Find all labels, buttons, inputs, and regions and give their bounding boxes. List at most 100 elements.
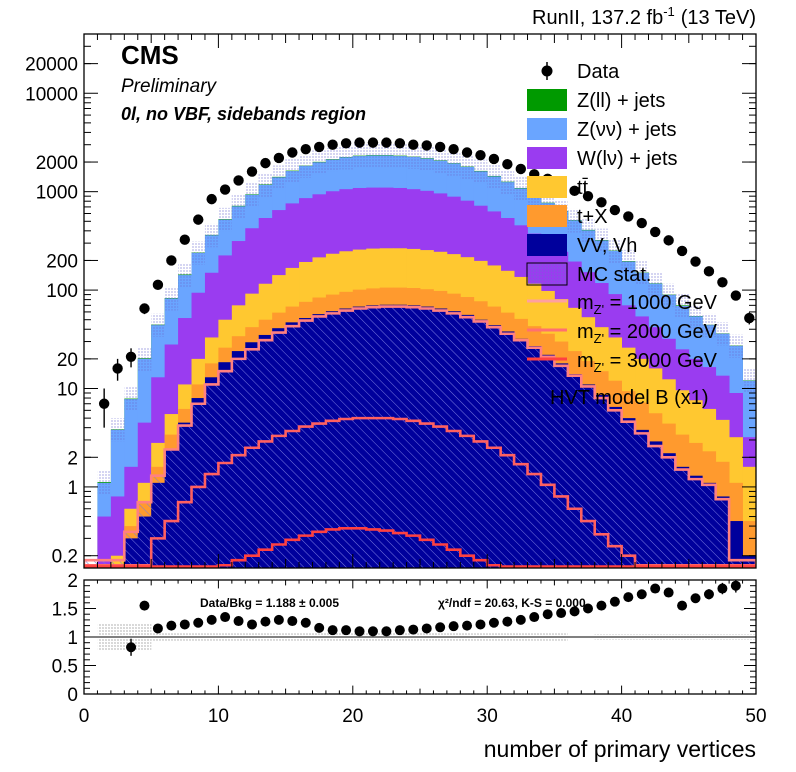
bar-vv-bin-48 [729,521,743,568]
ratio-point-11 [273,614,284,625]
legend-tx-label: t+X [577,206,608,228]
data-point-38 [609,204,621,216]
data-point-45 [703,266,715,277]
y-tick-label-8: 2000 [36,153,78,174]
ratio-point-2 [152,623,163,634]
legend-tx-swatch [527,205,567,227]
mcstat-bin-3 [124,387,138,411]
signal-1000-fill [84,306,756,568]
mcstat-bin-14 [272,165,286,190]
ratio-point-1 [139,600,150,611]
legend-zll-swatch [527,89,567,111]
ratio-point-43 [703,589,714,600]
mcstat-bin-24 [406,145,420,169]
mcstat-bin-15 [285,159,300,183]
data-point-27 [461,147,473,158]
x-tick-label-3: 30 [477,706,498,727]
data-point-14 [287,147,298,158]
ratio-point-7 [220,612,231,623]
data-point-31 [515,163,526,175]
mcstat-bin-11 [231,194,246,219]
ratio-y-tick-label-0: 0 [67,685,78,706]
data-point-9 [219,184,231,195]
bar-wlnu-bin-1 [97,516,112,568]
mcstat-bin-32 [514,176,528,201]
mcstat-bin-26 [433,149,447,173]
data-point-23 [408,139,419,150]
data-point-30 [502,159,513,170]
y-tick-label-4: 20 [57,350,78,371]
y-tick-label-3: 10 [57,379,78,400]
x-axis-label: number of primary vertices [484,736,756,762]
data-point-47 [730,290,742,301]
mcstat-bin-19 [339,145,353,170]
data-point-26 [448,144,459,155]
mcstat-bin-6 [164,286,179,311]
mcstat-bin-46 [702,313,716,338]
ratio-point-27 [488,617,499,628]
legend-model-label: HVT model B (x1) [550,387,709,409]
mcstat-bin-45 [688,304,703,329]
mcstat-bin-41 [635,261,649,285]
ratio-point-3 [166,620,177,631]
preliminary-label: Preliminary [121,76,218,97]
signal-line-sig3 [84,526,756,568]
data-point-37 [596,197,607,208]
legend-mcstat-label: MC stat. [577,264,651,286]
mcstat-bin-5 [151,313,165,337]
ratio-point-4 [179,619,190,630]
mcstat-bin-40 [621,249,636,274]
data-point-19 [354,137,365,148]
ratio-annotation-right: χ²/ndf = 20.63, K-S = 0.000 [438,596,586,610]
legend-mcstat-swatch [526,262,568,286]
cms-label: CMS [121,40,179,70]
ratio-y-tick-label-1: 0.5 [52,657,78,678]
legend-znn-swatch [527,118,567,140]
mcstat-bin-1 [97,470,111,495]
ratio-point-42 [690,593,701,604]
ratio-point-10 [260,616,271,627]
ratio-point-0 [126,642,137,653]
data-point-28 [475,149,486,161]
ratio-point-13 [300,617,311,628]
data-point-36 [582,190,594,202]
ratio-point-5 [193,617,204,628]
ratio-point-36 [609,596,620,607]
mcstat-bin-48 [729,334,743,358]
ratio-point-34 [583,603,593,614]
legend-wlnu-swatch [527,147,567,169]
ratio-point-8 [233,616,244,627]
mcstat-bin-4 [137,347,152,371]
mcstat-bin-23 [393,144,407,168]
mcstat-bin-47 [715,322,730,346]
y-tick-label-9: 10000 [25,84,78,105]
ratio-point-41 [677,600,688,611]
data-point-0 [98,398,110,409]
ratio-point-9 [247,619,257,630]
ratio-point-35 [596,600,607,611]
ratio-points-layer [126,580,741,656]
ratio-y-tick-label-2: 1 [67,628,78,649]
legend-ttbar-swatch [527,176,567,198]
signal-layer [84,305,756,568]
ratio-y-tick-label-3: 1.5 [52,600,78,621]
data-point-41 [650,226,661,238]
legend-vv-label: VV, Vh [577,235,637,257]
ratio-point-38 [636,589,647,600]
mcstat-bin-29 [473,159,488,184]
ratio-point-37 [623,592,634,603]
ratio-point-31 [542,609,553,620]
ratio-point-16 [341,625,352,636]
data-point-7 [193,214,204,225]
mcstat-bin-18 [325,147,340,172]
data-point-10 [233,175,244,186]
signal-line-sig2 [84,416,756,568]
x-tick-label-0: 0 [79,706,90,727]
mcstat-bin-20 [352,144,367,168]
ratio-point-22 [421,623,432,634]
ratio-point-6 [206,614,217,625]
ratio-point-20 [394,625,405,636]
data-point-18 [340,138,352,149]
x-tick-label-2: 20 [342,706,363,727]
